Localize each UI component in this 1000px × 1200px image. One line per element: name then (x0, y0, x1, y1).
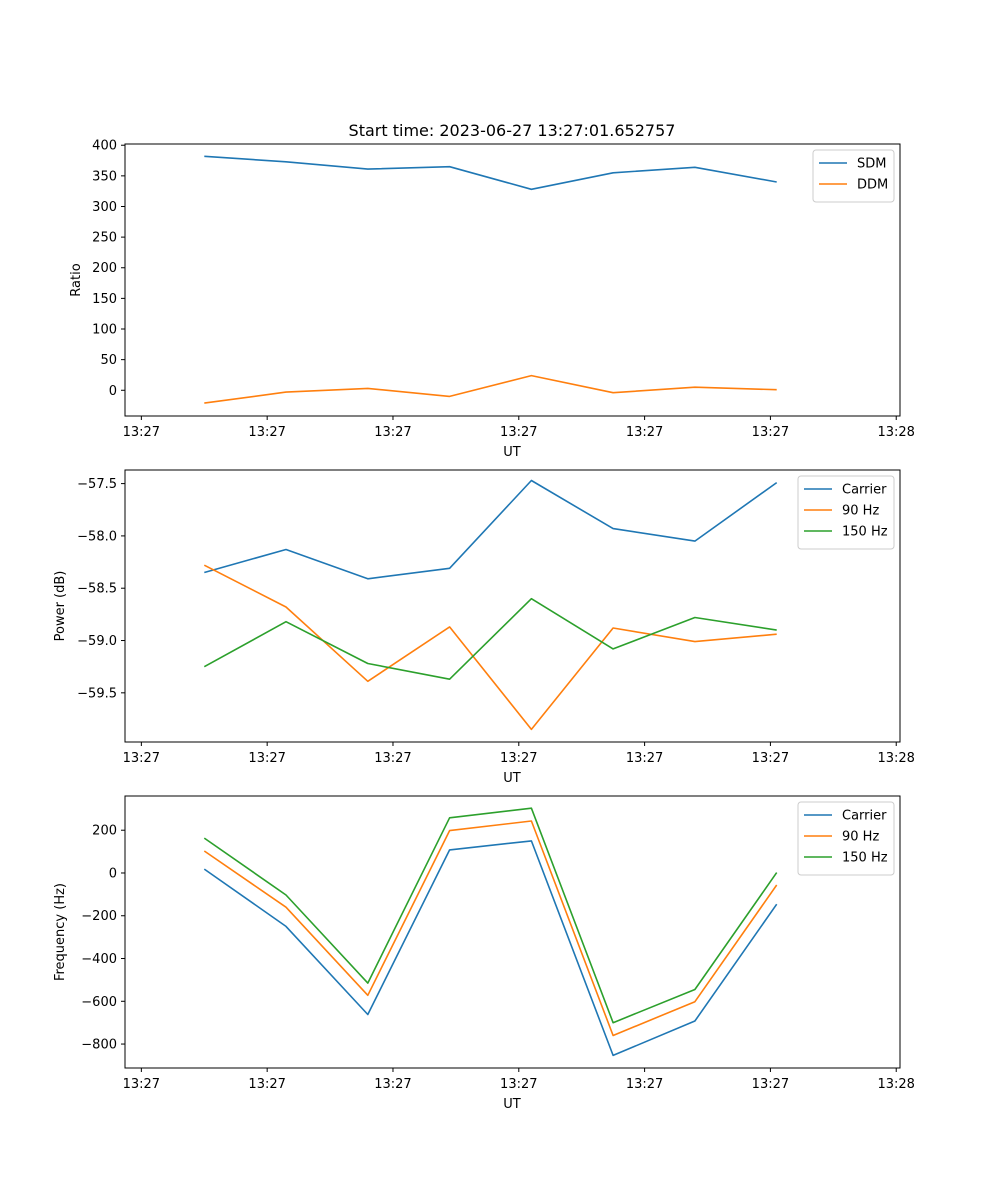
legend-label-ddm: DDM (857, 178, 888, 193)
y-tick-label: −58.0 (77, 529, 117, 544)
frequency-panel: 13:27 13:27 13:27 13:27 13:27 13:27 13:28 −800 −… (53, 795, 915, 1112)
subplots: 13:27 13:27 13:27 13:27 13:27 13:27 13:28 0 50 10… (53, 139, 915, 1112)
legend-label-90-hz: 90 Hz (842, 830, 879, 845)
legend: Carrier 90 Hz 150 Hz (797, 801, 895, 876)
figure-title: Start time: 2023-06-27 13:27:01.652757 (349, 121, 676, 140)
x-tick-label: 13:27 (500, 425, 537, 440)
x-tick-label: 13:28 (877, 751, 914, 766)
y-tick-label: −400 (81, 952, 117, 967)
y-tick-label: −59.0 (77, 634, 117, 649)
y-tick-label: 300 (92, 200, 117, 215)
legend: SDM DDM (812, 149, 895, 203)
y-tick-label: 100 (92, 323, 117, 338)
x-tick-label: 13:27 (374, 1077, 411, 1092)
y-tick-label: −59.5 (77, 686, 117, 701)
y-tick-label: −200 (81, 909, 117, 924)
series-line-carrier (204, 479, 778, 580)
x-tick-label: 13:27 (248, 1077, 285, 1092)
x-tick-label: 13:27 (500, 1077, 537, 1092)
y-axis-label: Power (dB) (53, 571, 68, 642)
x-axis-label: UT (503, 771, 521, 786)
axes-frame (124, 469, 901, 743)
series-line-sdm (204, 155, 777, 191)
axes-frame (124, 143, 901, 417)
x-tick-label: 13:27 (123, 425, 160, 440)
y-tick-label: 50 (100, 353, 117, 368)
x-tick-label: 13:27 (248, 751, 285, 766)
series-line-carrier (203, 840, 778, 1057)
x-tick-label: 13:28 (877, 1077, 914, 1092)
x-tick-label: 13:27 (626, 1077, 663, 1092)
legend-label-90-hz: 90 Hz (842, 504, 879, 519)
power-panel: 13:27 13:27 13:27 13:27 13:27 13:27 13:28 −59.5… (53, 469, 915, 786)
legend-label-carrier: Carrier (842, 483, 887, 498)
x-tick-label: 13:27 (123, 751, 160, 766)
y-tick-label: 200 (92, 824, 117, 839)
y-tick-label: −600 (81, 995, 117, 1010)
y-tick-label: −58.5 (77, 582, 117, 597)
y-tick-label: 350 (92, 169, 117, 184)
series-line-150-hz (203, 597, 777, 681)
legend-label-sdm: SDM (857, 157, 886, 172)
legend: Carrier 90 Hz 150 Hz (797, 475, 895, 550)
x-tick-label: 13:28 (877, 425, 914, 440)
legend-label-carrier: Carrier (842, 809, 887, 824)
y-axis-label: Frequency (Hz) (53, 883, 68, 981)
ratio-panel: 13:27 13:27 13:27 13:27 13:27 13:27 13:28 0 50 10… (69, 139, 915, 460)
y-tick-label: 0 (109, 384, 117, 399)
x-axis-label: UT (503, 445, 521, 460)
axes-frame (124, 795, 901, 1069)
x-axis-label: UT (503, 1097, 521, 1112)
x-tick-label: 13:27 (752, 425, 789, 440)
legend-label-150-hz: 150 Hz (842, 525, 888, 540)
y-tick-label: −57.5 (77, 477, 117, 492)
y-tick-label: 250 (92, 231, 117, 246)
series-line-90-hz (203, 820, 778, 1037)
x-tick-label: 13:27 (626, 425, 663, 440)
series-line-90-hz (203, 564, 777, 731)
y-tick-label: −800 (81, 1038, 117, 1053)
y-axis-label: Ratio (69, 263, 84, 296)
x-tick-label: 13:27 (752, 751, 789, 766)
x-tick-label: 13:27 (374, 425, 411, 440)
y-tick-label: 400 (92, 139, 117, 154)
x-tick-label: 13:27 (374, 751, 411, 766)
x-tick-label: 13:27 (123, 1077, 160, 1092)
x-tick-label: 13:27 (248, 425, 285, 440)
x-tick-label: 13:27 (500, 751, 537, 766)
y-tick-label: 0 (109, 866, 117, 881)
y-tick-label: 150 (92, 292, 117, 307)
x-tick-label: 13:27 (626, 751, 663, 766)
series-line-150-hz (203, 807, 778, 1024)
legend-label-150-hz: 150 Hz (842, 851, 888, 866)
x-tick-label: 13:27 (752, 1077, 789, 1092)
y-tick-label: 200 (92, 261, 117, 276)
series-line-ddm (204, 374, 777, 404)
